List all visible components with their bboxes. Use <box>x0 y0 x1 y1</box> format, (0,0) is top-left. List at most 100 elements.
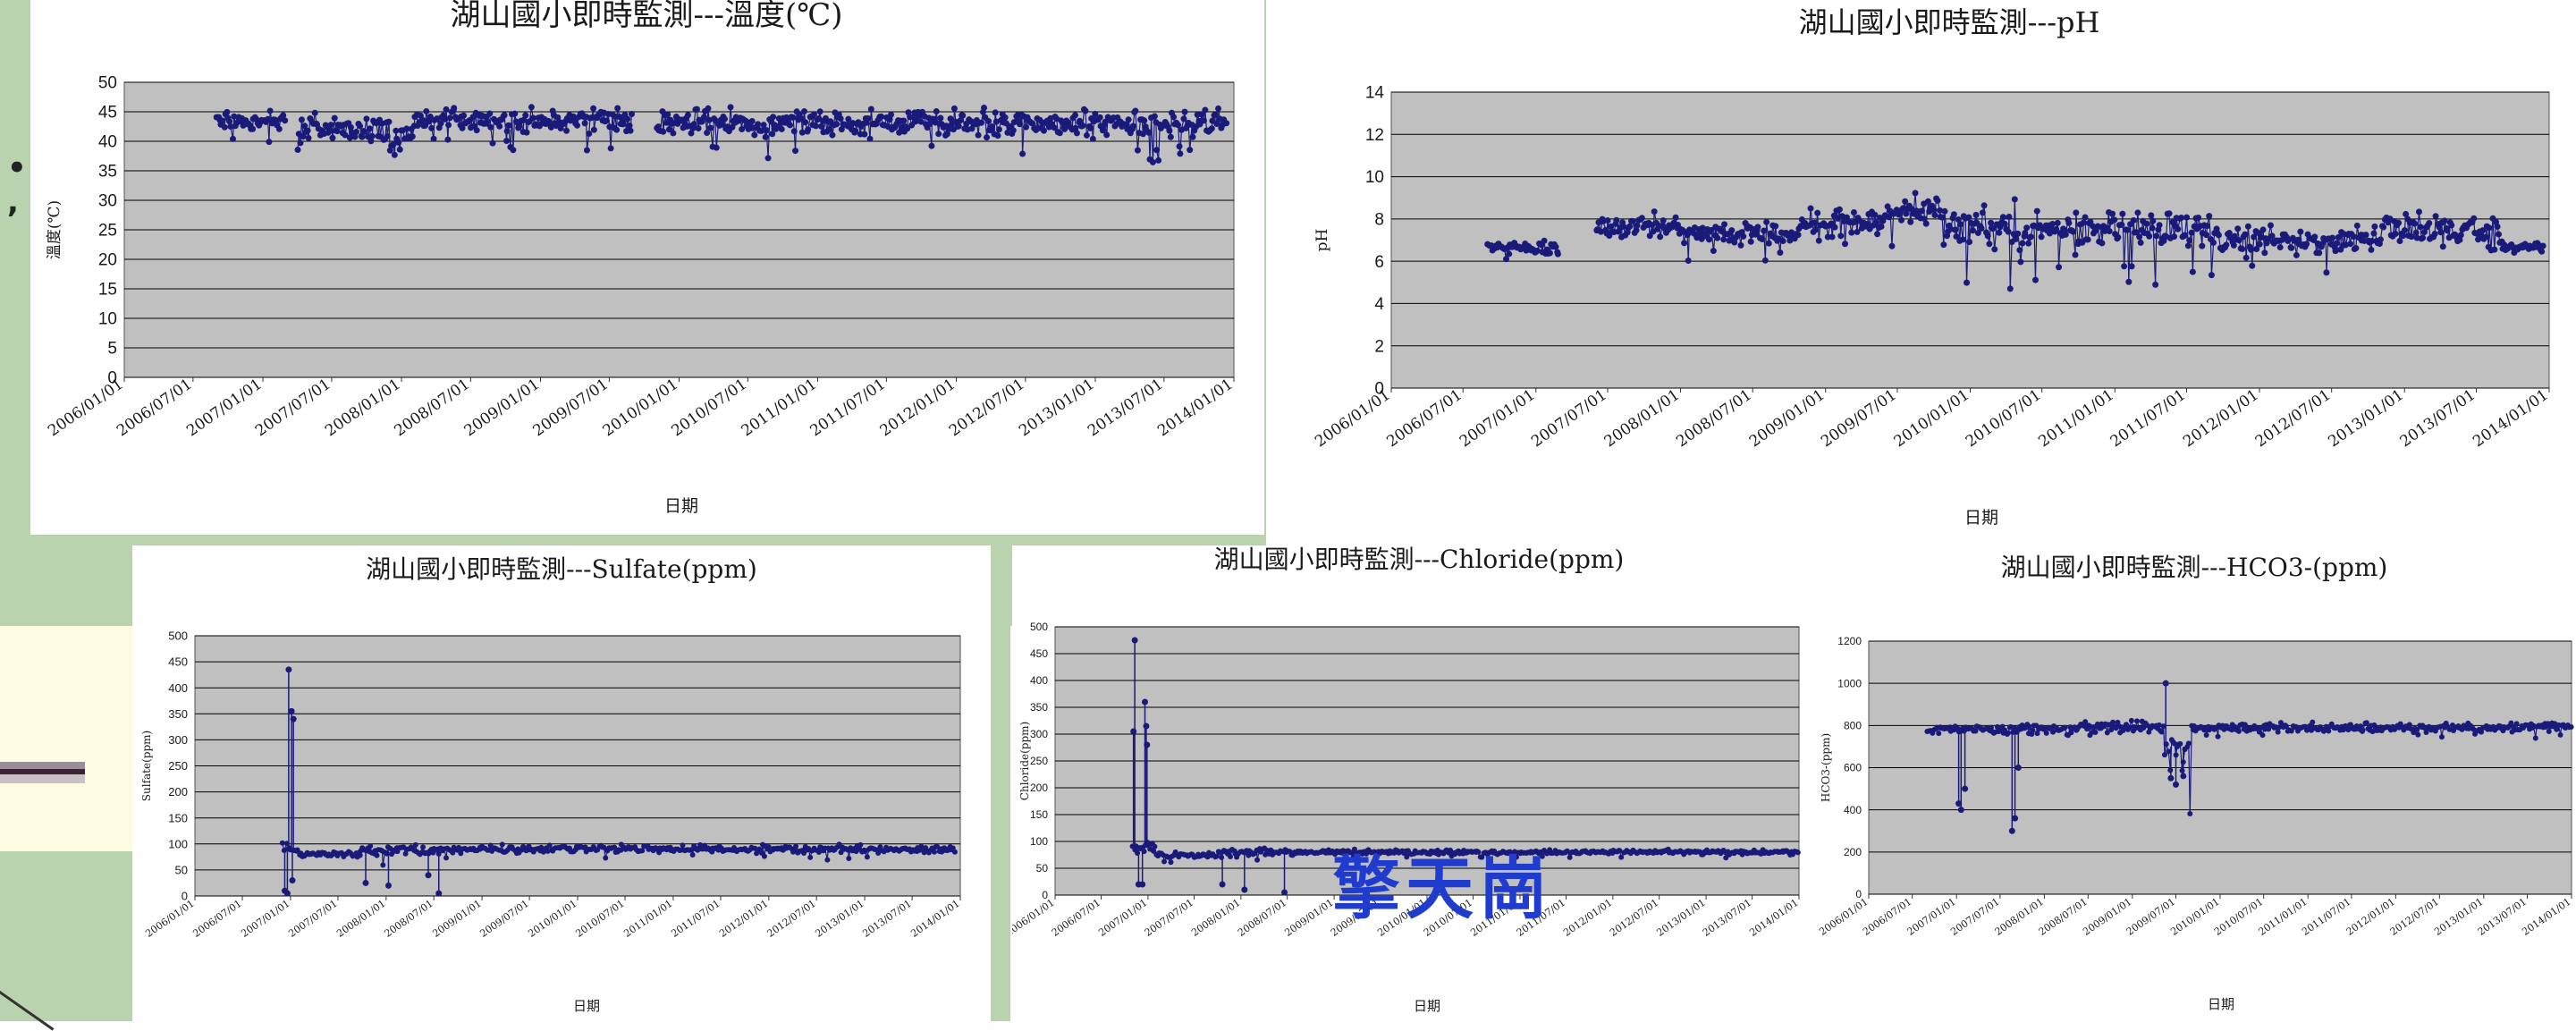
data-point <box>289 708 295 714</box>
x-tick-label: 2014/01/01 <box>1747 897 1800 939</box>
x-tick-label: 2007/07/01 <box>286 898 339 940</box>
data-point <box>2109 211 2116 217</box>
x-tick-label: 2006/07/01 <box>190 898 243 940</box>
y-tick-label: 400 <box>168 681 188 695</box>
x-tick-label: 2006/07/01 <box>114 376 196 441</box>
y-tick-label: 1200 <box>1837 635 1862 647</box>
data-point <box>1795 849 1801 855</box>
data-point <box>952 849 958 855</box>
chart-svg: 湖山國小即時監測---HCO3-(ppm)0200400600800100012… <box>1810 545 2576 1021</box>
x-tick-label: 2008/01/01 <box>1189 897 1242 939</box>
x-tick-label: 2008/07/01 <box>1236 897 1288 939</box>
y-tick-label: 200 <box>1030 782 1048 794</box>
data-point <box>1132 638 1138 644</box>
y-tick-label: 6 <box>1374 253 1384 272</box>
chart-svg: 湖山國小即時監測---Chloride(ppm)0501001502002503… <box>1012 545 1808 1021</box>
y-tick-label: 14 <box>1365 84 1385 103</box>
x-tick-label: 2013/07/01 <box>2476 896 2529 938</box>
x-tick-label: 2010/07/01 <box>573 898 626 940</box>
x-tick-label: 2008/07/01 <box>1673 386 1755 452</box>
x-tick-label: 2008/01/01 <box>1601 386 1684 452</box>
x-tick-label: 2008/01/01 <box>334 898 387 940</box>
x-tick-label: 2012/07/01 <box>764 898 817 940</box>
x-tick-label: 2011/01/01 <box>2035 386 2117 452</box>
data-point <box>1220 882 1226 888</box>
y-tick-label: 200 <box>1844 846 1862 858</box>
x-tick-label: 2007/01/01 <box>1457 386 1539 452</box>
series-line <box>1156 123 1157 150</box>
x-tick-label: 2006/07/01 <box>1383 386 1465 452</box>
y-tick-label: 600 <box>1844 762 1862 774</box>
x-tick-label: 2007/07/01 <box>1143 897 1195 939</box>
x-tick-label: 2006/01/01 <box>1012 897 1057 939</box>
x-tick-label: 2011/07/01 <box>2300 896 2352 938</box>
x-tick-label: 2011/01/01 <box>621 898 674 940</box>
x-tick-label: 2013/07/01 <box>2397 386 2479 452</box>
data-point <box>1281 890 1288 896</box>
y-tick-label: 100 <box>168 837 188 850</box>
x-tick-label: 2013/01/01 <box>1016 376 1098 441</box>
x-tick-label: 2012/01/01 <box>2180 386 2262 452</box>
x-tick-label: 2013/07/01 <box>1701 897 1753 939</box>
y-tick-label: 450 <box>168 655 188 669</box>
x-tick-label: 2014/01/01 <box>2470 386 2552 452</box>
y-tick-label: 100 <box>1030 835 1048 848</box>
y-tick-label: 150 <box>1030 808 1048 821</box>
data-point <box>1634 223 1640 229</box>
y-tick-label: 400 <box>1844 804 1862 816</box>
y-tick-label: 350 <box>1030 701 1048 714</box>
x-tick-label: 2014/01/01 <box>2520 896 2572 938</box>
data-point <box>932 849 937 855</box>
y-tick-label: 35 <box>98 163 117 182</box>
y-tick-label: 50 <box>1036 862 1049 875</box>
data-point <box>1626 224 1633 230</box>
x-tick-label: 2013/07/01 <box>860 898 913 940</box>
x-tick-label: 2014/01/01 <box>1154 376 1237 441</box>
x-tick-label: 2011/01/01 <box>739 376 821 441</box>
data-point <box>435 891 442 897</box>
data-point <box>426 872 432 878</box>
x-tick-label: 2013/01/01 <box>1654 897 1707 939</box>
chart-title: 湖山國小即時監測---pH <box>1799 5 2100 39</box>
y-tick-label: 500 <box>168 630 188 643</box>
data-point <box>1223 120 1229 126</box>
x-tick-label: 2009/07/01 <box>2124 896 2177 938</box>
data-point <box>2153 232 2159 239</box>
x-tick-label: 2012/07/01 <box>2388 896 2441 938</box>
x-tick-label: 2012/01/01 <box>717 898 770 940</box>
x-tick-label: 2009/01/01 <box>1746 386 1829 452</box>
y-tick-label: 8 <box>1374 211 1384 230</box>
data-point <box>385 883 392 889</box>
y-tick-label: 1000 <box>1837 677 1862 689</box>
x-tick-label: 2010/01/01 <box>600 376 682 441</box>
x-tick-label: 2006/07/01 <box>1861 896 1913 938</box>
y-tick-label: 50 <box>175 863 188 876</box>
x-tick-label: 2013/01/01 <box>813 898 866 940</box>
y-tick-label: 150 <box>168 811 188 824</box>
y-tick-label: 4 <box>1374 295 1384 314</box>
data-point <box>2002 221 2008 227</box>
x-tick-label: 2007/07/01 <box>1948 896 2001 938</box>
x-tick-label: 2008/01/01 <box>322 376 404 441</box>
x-tick-label: 2009/01/01 <box>461 376 544 441</box>
x-tick-label: 2006/01/01 <box>143 898 196 940</box>
data-point <box>639 848 645 853</box>
y-tick-label: 800 <box>1844 720 1862 732</box>
data-point <box>1139 882 1145 888</box>
y-tick-label: 250 <box>168 759 188 773</box>
x-tick-label: 2007/07/01 <box>1528 386 1610 452</box>
x-tick-label: 2009/07/01 <box>1818 386 1900 452</box>
x-axis-label: 日期 <box>1964 508 1998 528</box>
data-point <box>629 111 635 117</box>
x-tick-label: 2008/07/01 <box>2037 896 2090 938</box>
x-axis-label: 日期 <box>2208 996 2234 1012</box>
y-tick-label: 30 <box>98 192 117 211</box>
series-line <box>2075 213 2076 255</box>
data-point <box>2442 217 2448 224</box>
y-axis-label: Sulfate(ppm) <box>140 731 153 801</box>
data-point <box>289 877 295 883</box>
y-tick-label: 5 <box>107 340 117 359</box>
data-point <box>1143 723 1149 730</box>
